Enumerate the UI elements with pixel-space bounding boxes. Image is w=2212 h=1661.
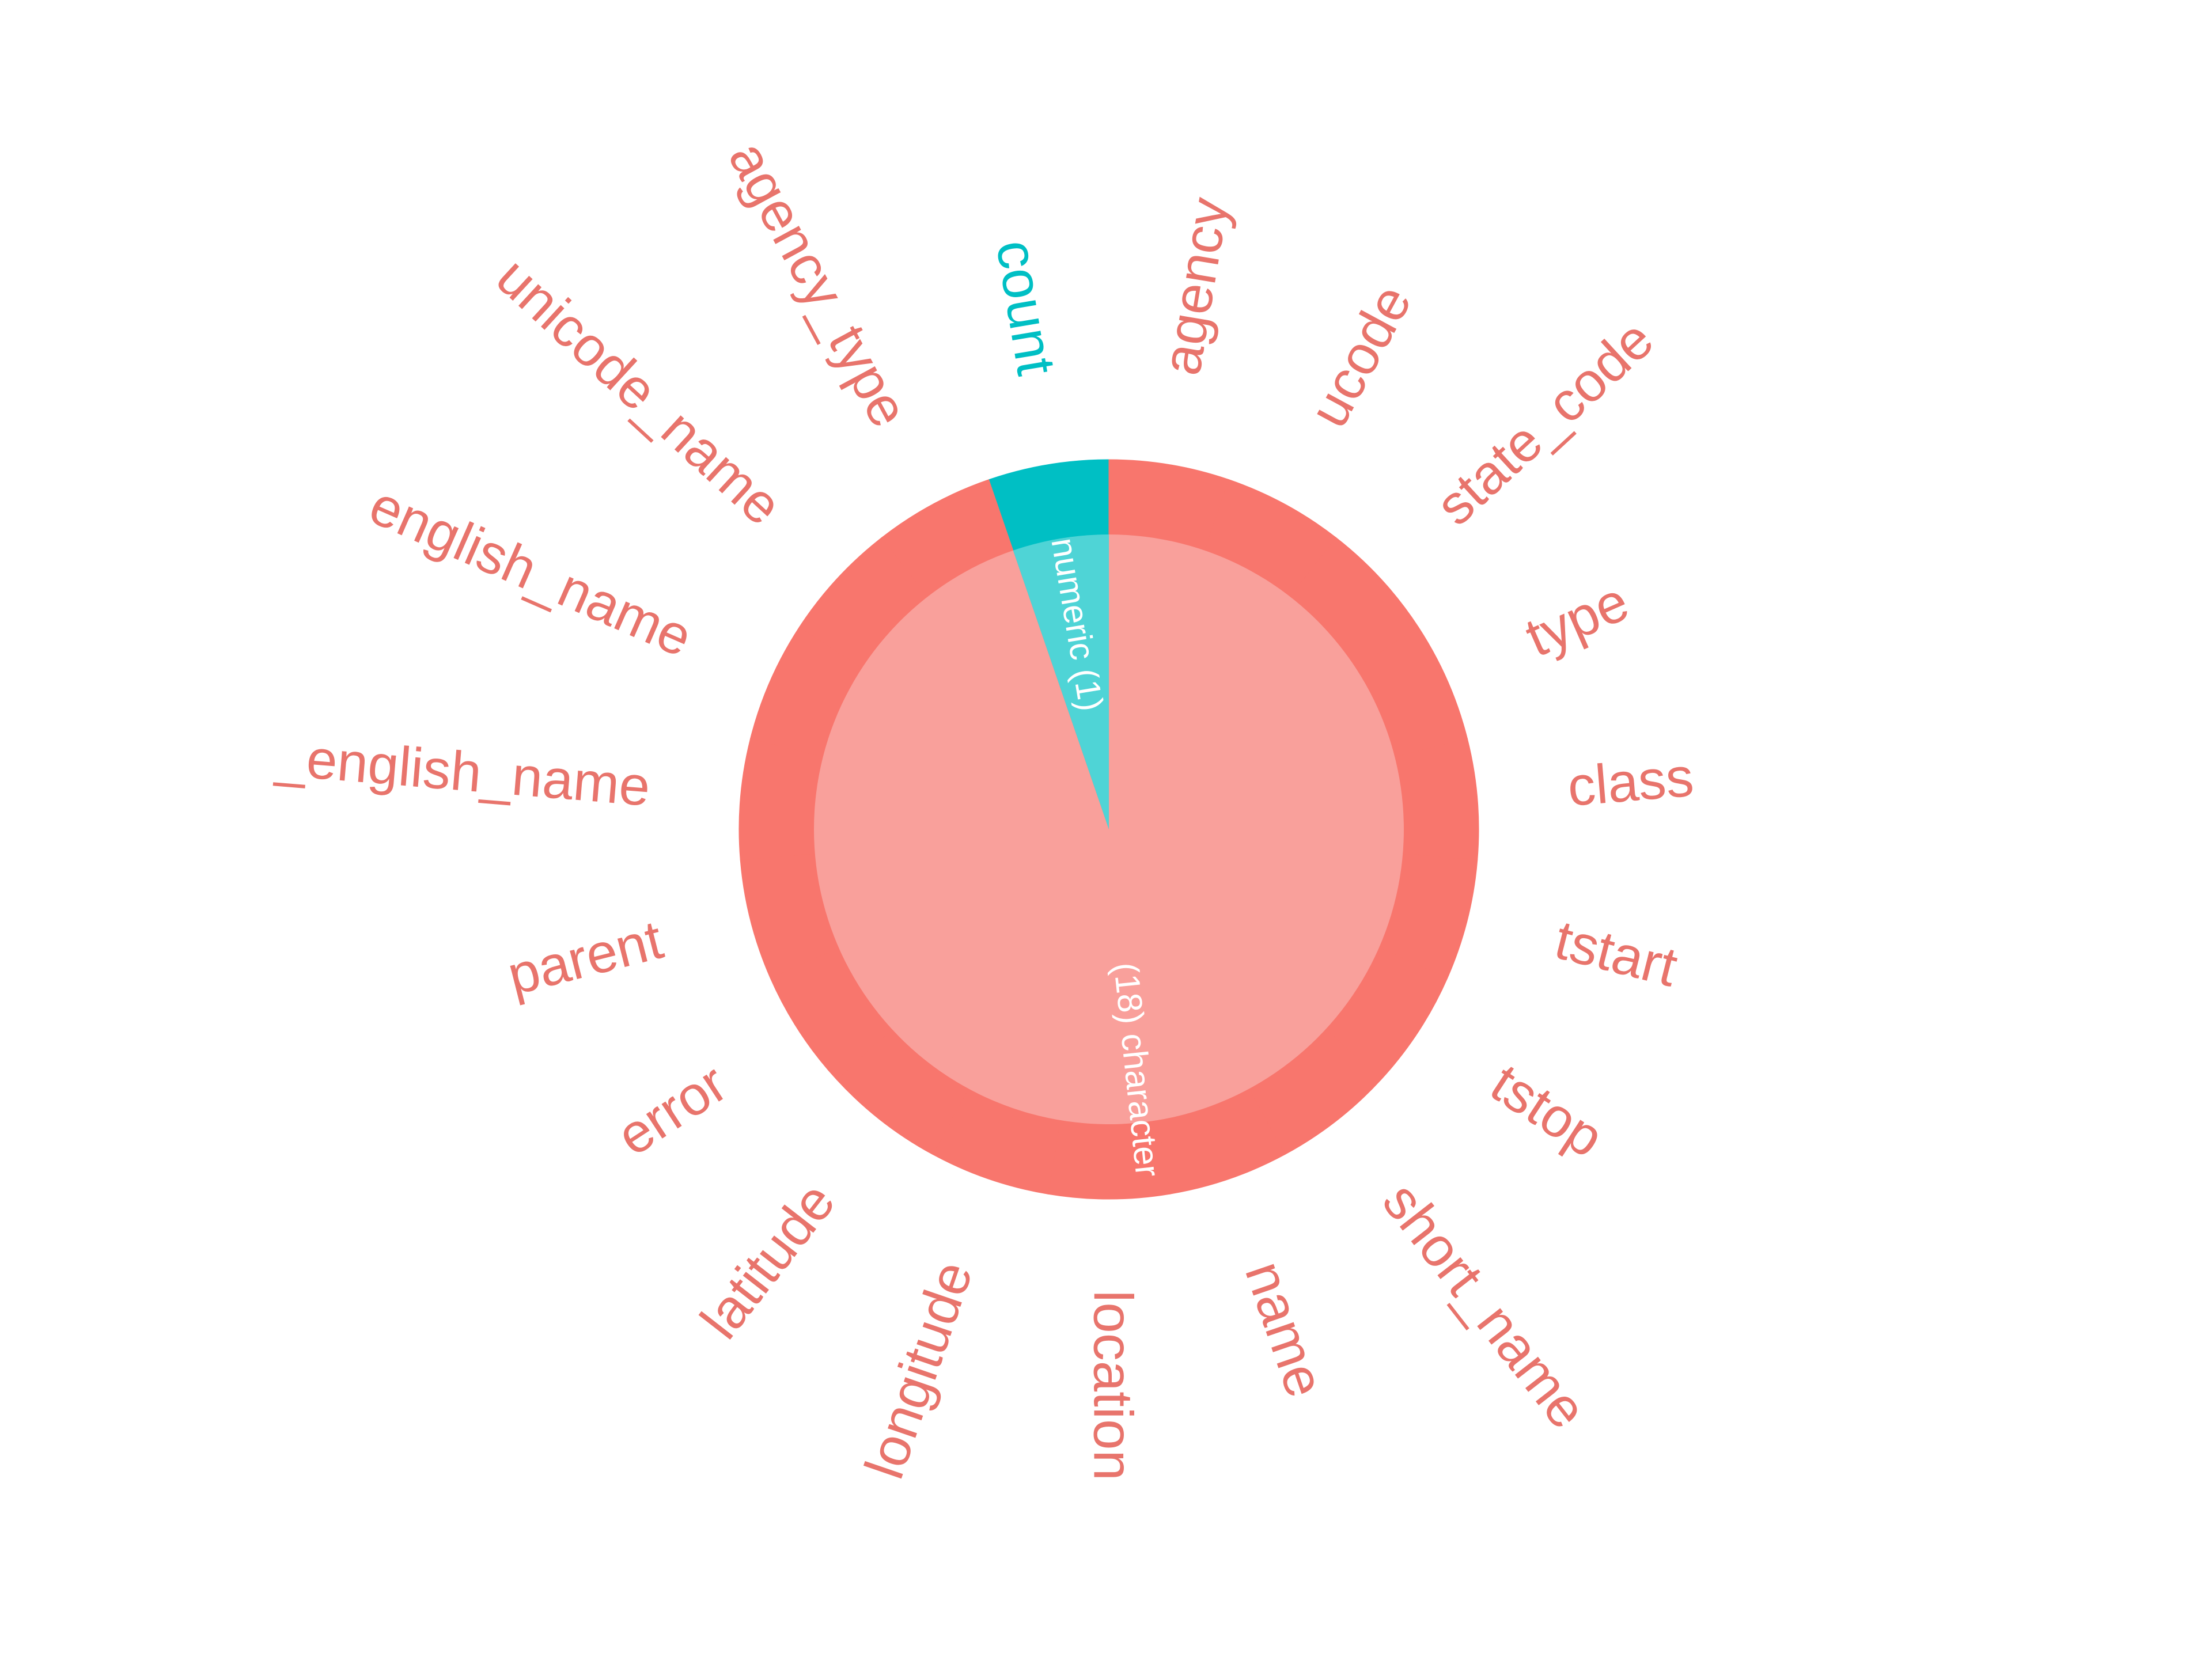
column-label-state-code: state_code <box>1425 308 1665 537</box>
column-label-longitude: longitude <box>853 1254 984 1486</box>
column-label-latitude: latitude <box>689 1171 847 1350</box>
column-label-count: count <box>984 236 1067 379</box>
column-label-parent: parent <box>502 909 669 1007</box>
column-label-class: class <box>1565 746 1696 818</box>
column-label-short-name: short_name <box>1371 1171 1599 1440</box>
column-label-unicode-name: unicode_name <box>485 246 794 537</box>
column-label-tstart: tstart <box>1549 909 1683 999</box>
column-label-agency: agency <box>1150 194 1240 380</box>
inner-pie <box>813 534 1404 1124</box>
column-label--english-name: _english_name <box>272 726 653 818</box>
column-label-tstop: tstop <box>1480 1052 1614 1169</box>
column-label-location: location <box>1082 1290 1144 1481</box>
column-label-name: name <box>1233 1254 1336 1405</box>
inner-slice-numeric <box>1013 534 1109 829</box>
column-label-type: type <box>1517 570 1637 669</box>
column-label-english-name: english_name <box>361 474 700 669</box>
column-label-agency-type: agency_type <box>717 132 920 437</box>
column-label-error: error <box>606 1052 737 1167</box>
column-label-ucode: ucode <box>1297 275 1423 437</box>
